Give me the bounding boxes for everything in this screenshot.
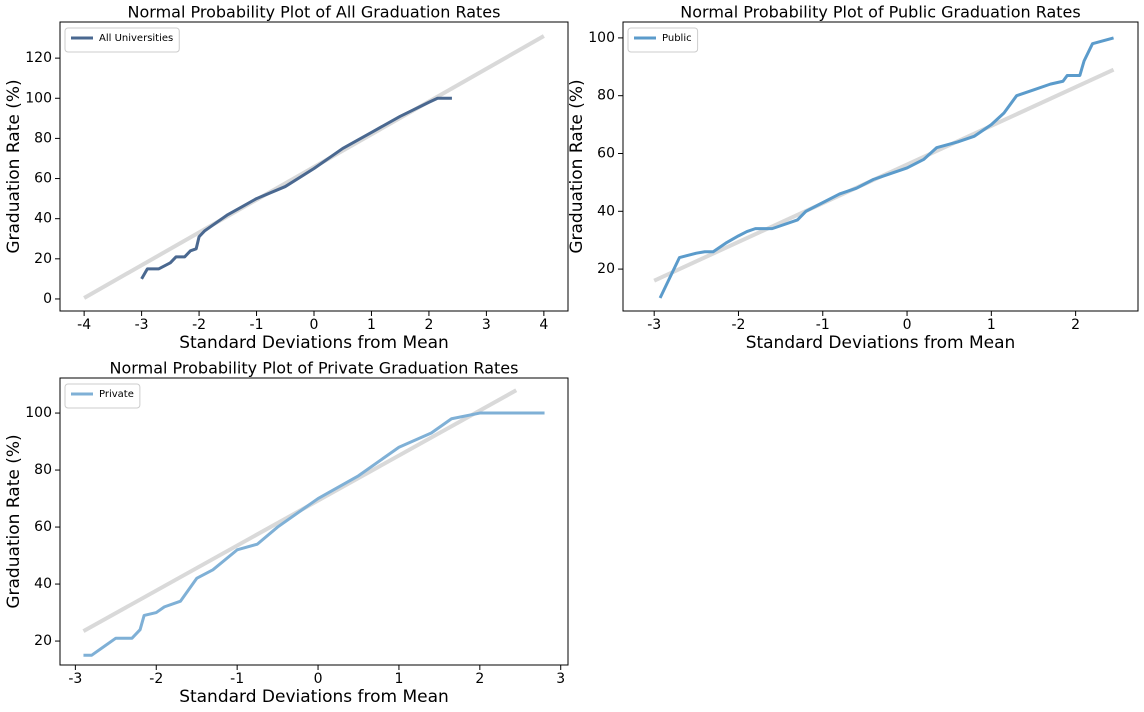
chart-title: Normal Probability Plot of All Graduatio… <box>128 3 501 22</box>
axes-frame <box>622 21 1139 312</box>
legend-label: Private <box>99 389 134 400</box>
y-axis-label: Graduation Rate (%) <box>4 79 24 253</box>
y-tick-label: 100 <box>25 90 52 106</box>
y-tick-label: 80 <box>597 88 615 104</box>
y-tick-label: 100 <box>25 405 52 421</box>
x-tick-label: -3 <box>135 317 149 333</box>
x-tick-label: -4 <box>77 317 91 333</box>
legend-label: All Universities <box>99 33 173 44</box>
subplot: Normal Probability Plot of Private Gradu… <box>4 359 569 707</box>
legend-label: Public <box>662 33 692 44</box>
y-tick-label: 20 <box>597 261 615 277</box>
axes-frame <box>59 377 569 666</box>
x-axis-label: Standard Deviations from Mean <box>746 333 1016 353</box>
axes-frame <box>59 21 569 312</box>
x-tick-label: 2 <box>475 671 484 687</box>
x-tick-label: 1 <box>987 317 996 333</box>
x-tick-label: -3 <box>68 671 82 687</box>
x-tick-label: 2 <box>424 317 433 333</box>
legend-frame <box>627 27 699 53</box>
y-tick-label: 0 <box>43 291 52 307</box>
x-tick-label: -3 <box>647 317 661 333</box>
x-axis-label: Standard Deviations from Mean <box>179 333 449 353</box>
y-tick-label: 40 <box>597 203 615 219</box>
x-tick-label: 4 <box>539 317 548 333</box>
legend: Private <box>64 383 141 409</box>
legend-frame <box>64 27 180 53</box>
y-tick-label: 60 <box>34 171 52 187</box>
x-tick-label: 1 <box>367 317 376 333</box>
y-tick-label: 60 <box>597 145 615 161</box>
subplot: Normal Probability Plot of All Graduatio… <box>4 3 569 353</box>
y-axis-label: Graduation Rate (%) <box>567 79 587 253</box>
x-tick-label: 1 <box>394 671 403 687</box>
x-tick-label: 3 <box>556 671 565 687</box>
chart-title: Normal Probability Plot of Private Gradu… <box>110 359 519 378</box>
x-tick-label: -1 <box>230 671 244 687</box>
x-tick-label: -1 <box>250 317 264 333</box>
data-line <box>83 411 545 657</box>
x-tick-label: 0 <box>903 317 912 333</box>
y-tick-label: 60 <box>34 519 52 535</box>
y-tick-label: 20 <box>34 633 52 649</box>
x-tick-label: -1 <box>816 317 830 333</box>
y-tick-label: 80 <box>34 462 52 478</box>
data-line <box>658 36 1114 299</box>
x-tick-label: -2 <box>192 317 206 333</box>
legend: All Universities <box>64 27 180 53</box>
x-tick-label: 2 <box>1071 317 1080 333</box>
y-axis-label: Graduation Rate (%) <box>4 434 24 608</box>
x-tick-label: -2 <box>731 317 745 333</box>
y-tick-label: 40 <box>34 576 52 592</box>
subplot: Normal Probability Plot of Public Gradua… <box>567 3 1139 353</box>
data-line <box>140 96 452 280</box>
legend: Public <box>627 27 699 53</box>
y-tick-label: 120 <box>25 50 52 66</box>
x-tick-label: 0 <box>310 317 319 333</box>
y-tick-label: 100 <box>588 30 615 46</box>
x-tick-label: 3 <box>482 317 491 333</box>
x-axis-label: Standard Deviations from Mean <box>179 687 449 707</box>
x-tick-label: -2 <box>149 671 163 687</box>
x-tick-label: 0 <box>314 671 323 687</box>
y-tick-label: 20 <box>34 251 52 267</box>
chart-title: Normal Probability Plot of Public Gradua… <box>680 3 1080 22</box>
y-tick-label: 40 <box>34 211 52 227</box>
y-tick-label: 80 <box>34 130 52 146</box>
legend-frame <box>64 383 141 409</box>
